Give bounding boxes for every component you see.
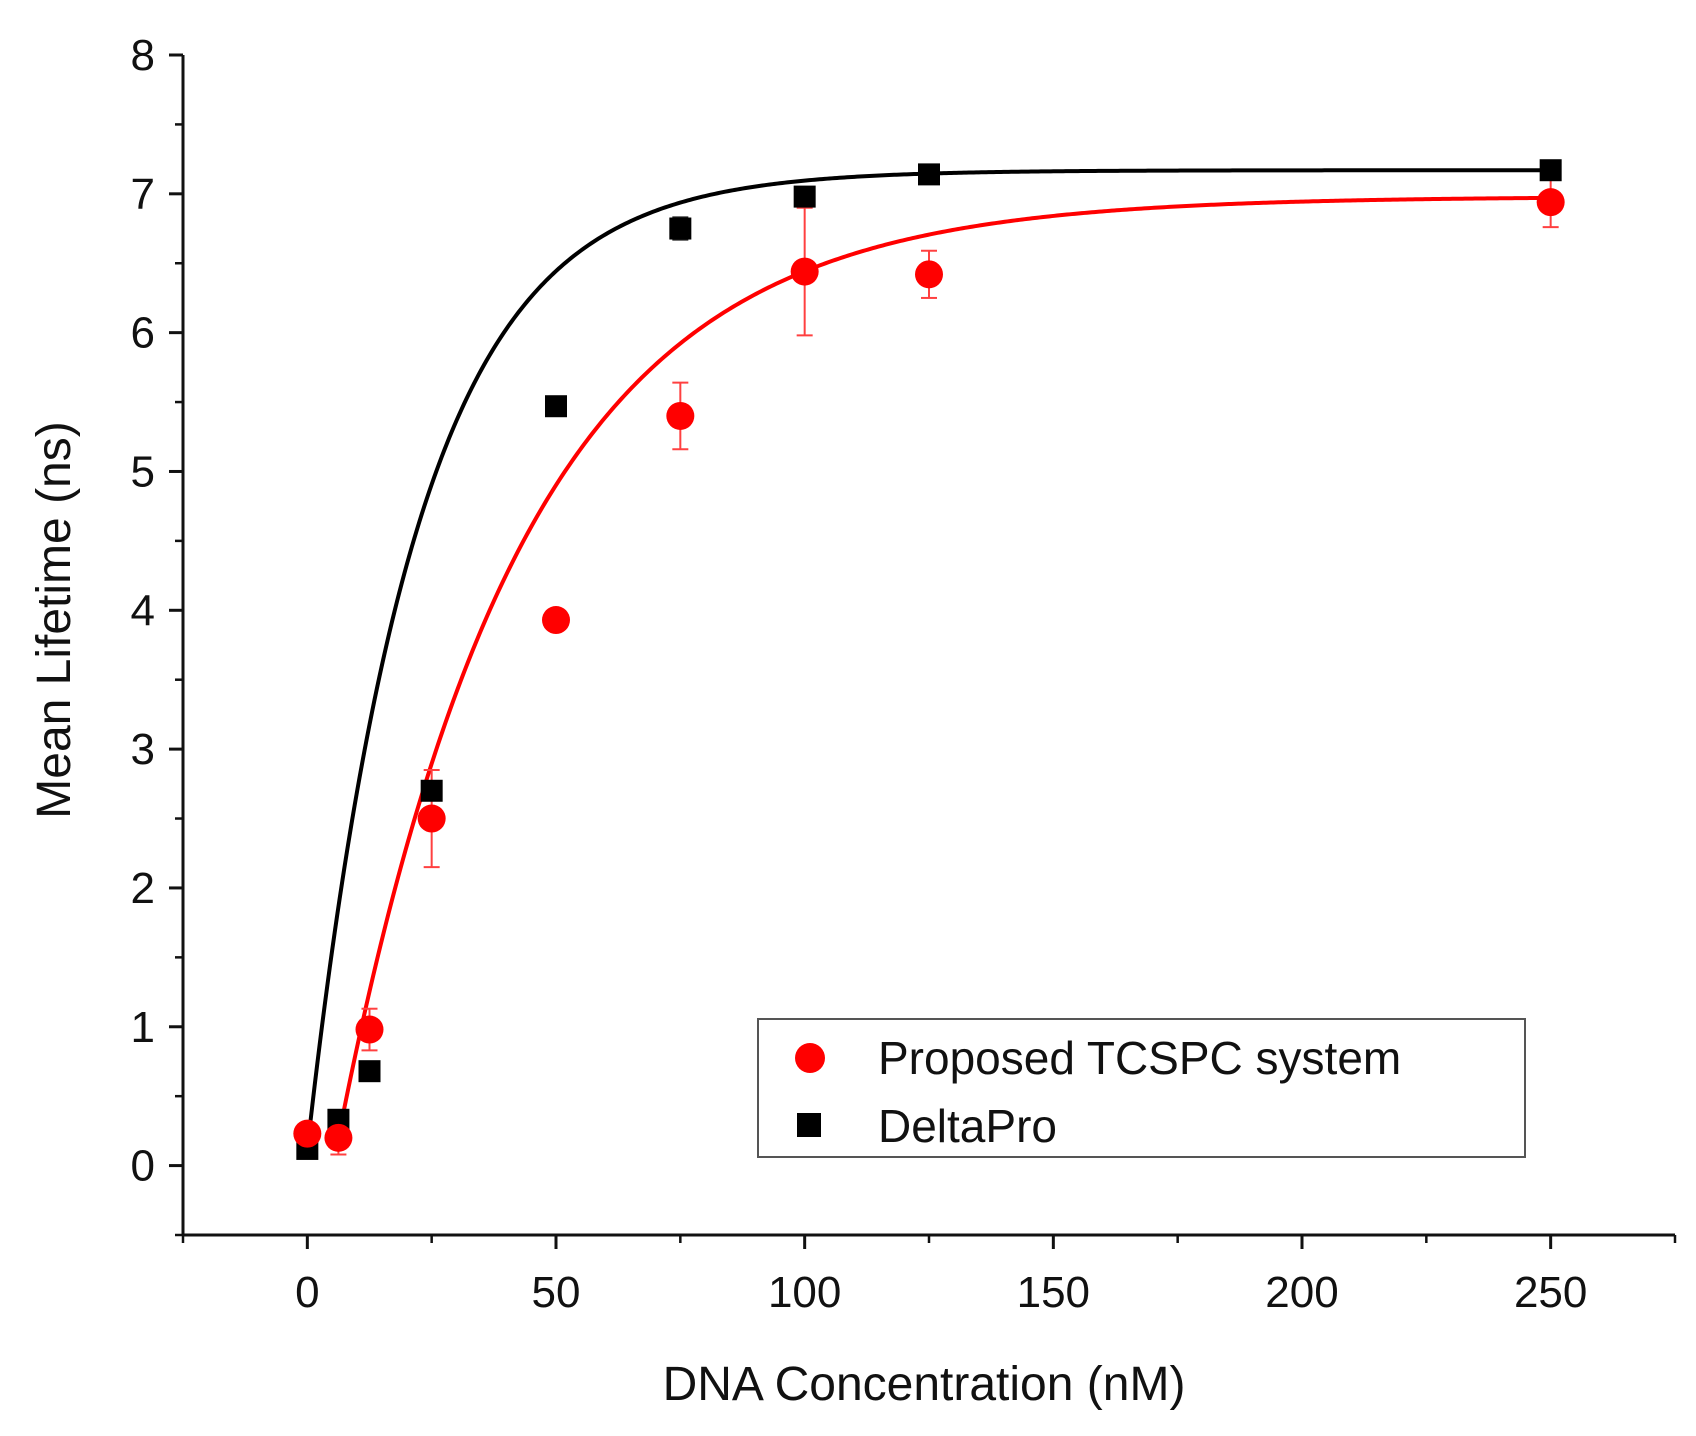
y-tick-label: 3 (131, 725, 155, 774)
fit-curves (305, 168, 1551, 1150)
axes: 0 1 2 3 4 5 6 7 8 0 50 100 150 200 250 (131, 31, 1677, 1317)
data-point-deltapro (669, 217, 692, 240)
data-point-deltapro (545, 395, 567, 418)
x-tick-label: 100 (768, 1268, 841, 1317)
legend-marker-deltapro (797, 1113, 821, 1137)
y-tick-label: 6 (131, 309, 155, 358)
x-tick-label: 200 (1265, 1268, 1338, 1317)
data-point-proposed (355, 1015, 384, 1044)
data-point-proposed (790, 257, 819, 286)
y-tick-label: 2 (131, 864, 155, 913)
y-tick-label: 4 (131, 586, 155, 635)
data-point-proposed (542, 606, 570, 635)
y-tick-label: 5 (131, 447, 155, 496)
data-point-proposed (1536, 188, 1565, 217)
data-points (293, 159, 1565, 1160)
y-tick-label: 8 (131, 31, 155, 80)
fit-curve-deltapro (305, 168, 1551, 1150)
data-point-deltapro (918, 163, 940, 186)
data-point-deltapro (358, 1060, 381, 1083)
legend: Proposed TCSPC system DeltaPro (757, 1018, 1526, 1158)
legend-label-proposed: Proposed TCSPC system (878, 1032, 1401, 1084)
x-tick-label: 250 (1514, 1268, 1587, 1317)
y-tick-label: 7 (131, 170, 155, 219)
x-tick-label: 0 (295, 1268, 319, 1317)
data-point-proposed (293, 1119, 322, 1148)
data-point-proposed (324, 1123, 353, 1152)
legend-box (757, 1018, 1526, 1158)
data-point-proposed (417, 804, 446, 833)
y-tick-label: 0 (131, 1142, 155, 1191)
data-point-deltapro (420, 779, 443, 802)
data-point-proposed (915, 260, 943, 289)
fit-curve-proposed (336, 195, 1550, 1139)
x-tick-label: 150 (1017, 1268, 1090, 1317)
data-point-deltapro (1539, 159, 1562, 182)
data-point-deltapro (793, 185, 816, 208)
legend-marker-proposed (795, 1043, 825, 1073)
data-point-proposed (666, 401, 695, 430)
x-tick-label: 50 (532, 1268, 581, 1317)
x-axis-title: DNA Concentration (nM) (663, 1358, 1186, 1411)
error-bars (299, 165, 1559, 1156)
y-axis-title: Mean Lifetime (ns) (28, 421, 81, 818)
legend-label-deltapro: DeltaPro (878, 1100, 1057, 1152)
y-tick-label: 1 (131, 1003, 155, 1052)
